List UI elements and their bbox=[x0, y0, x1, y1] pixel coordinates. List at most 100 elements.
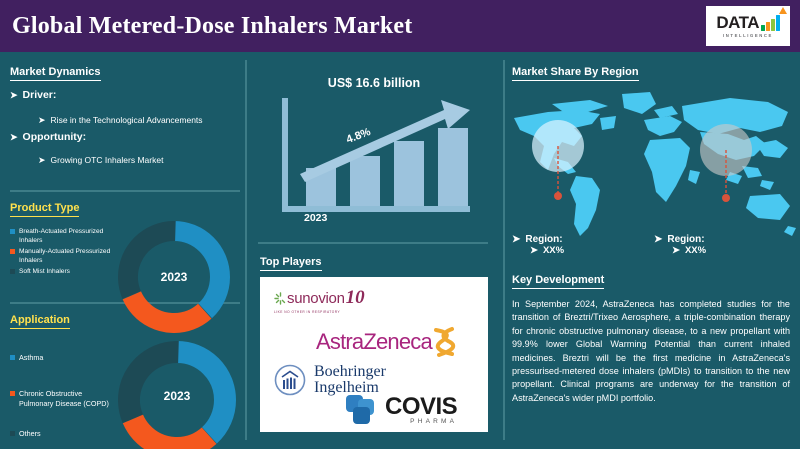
product-type-donut bbox=[118, 221, 230, 333]
logo-spark-icon bbox=[779, 7, 787, 14]
legend-swatch-icon bbox=[10, 391, 15, 396]
logo-boehringer-ingelheim: Boehringer Ingelheim bbox=[274, 364, 386, 396]
legend-label: Others bbox=[19, 429, 41, 438]
market-share-region-heading: Market Share By Region bbox=[512, 66, 639, 81]
product-type-section: Product Type Breath-Actuated Pressurized… bbox=[10, 198, 240, 333]
region-1-value: XX% bbox=[542, 245, 565, 256]
top-players-section: Top Players bbox=[260, 252, 490, 432]
legend-label: Chronic Obstructive Pulmonary Disease (C… bbox=[19, 389, 109, 408]
application-donut bbox=[118, 341, 236, 449]
driver-label-row: ➤ Driver: bbox=[10, 89, 238, 101]
region-tag-2: ➤ Region: ➤ XX% bbox=[654, 234, 796, 256]
key-development-heading: Key Development bbox=[512, 274, 605, 289]
region-pin-1 bbox=[554, 146, 562, 200]
legend-item: Chronic Obstructive Pulmonary Disease (C… bbox=[10, 389, 118, 409]
sunovion-badge: 10 bbox=[345, 287, 365, 308]
brand-logo: DATA INTELLIGENCE bbox=[706, 6, 790, 46]
legend-swatch-icon bbox=[10, 269, 15, 274]
application-center-label: 2023 bbox=[163, 389, 191, 403]
driver-value: Rise in the Technological Advancements bbox=[50, 115, 203, 125]
column-divider-left bbox=[245, 60, 247, 440]
logo-bars-icon bbox=[761, 15, 780, 31]
opportunity-label: Opportunity: bbox=[22, 131, 87, 143]
opportunity-value-row: ➤ Growing OTC Inhalers Market bbox=[10, 155, 238, 165]
page-title: Global Metered-Dose Inhalers Market bbox=[12, 12, 413, 39]
legend-swatch-icon bbox=[10, 249, 15, 254]
driver-label: Driver: bbox=[22, 89, 57, 101]
region-pin-2 bbox=[722, 150, 730, 202]
legend-swatch-icon bbox=[10, 229, 15, 234]
legend-item: Breath-Actuated Pressurized Inhalers bbox=[10, 227, 118, 245]
application-legend: Asthma Chronic Obstructive Pulmonary Dis… bbox=[10, 341, 118, 441]
product-type-heading: Product Type bbox=[10, 202, 80, 217]
logo-sunovion: sunovion 10 LIKE NO OTHER IN RESPIRATORY bbox=[274, 287, 365, 314]
top-players-heading: Top Players bbox=[260, 256, 322, 271]
top-players-card: sunovion 10 LIKE NO OTHER IN RESPIRATORY… bbox=[260, 277, 488, 432]
application-section: Application Asthma Chronic Obstructive P… bbox=[10, 310, 240, 449]
growth-bar-chart bbox=[282, 98, 470, 212]
chevron-right-icon: ➤ bbox=[530, 245, 538, 256]
driver-value-row: ➤ Rise in the Technological Advancements bbox=[10, 115, 238, 125]
key-development-body: In September 2024, AstraZeneca has compl… bbox=[512, 299, 790, 403]
chevron-right-icon: ➤ bbox=[38, 115, 46, 125]
boehringer-emblem-icon bbox=[274, 364, 306, 396]
region-1-label: Region: bbox=[525, 234, 563, 245]
header-bar: Global Metered-Dose Inhalers Market DATA… bbox=[0, 0, 800, 52]
logo-subtitle: INTELLIGENCE bbox=[723, 33, 773, 38]
boehringer-line-2: Ingelheim bbox=[314, 379, 379, 396]
opportunity-label-row: ➤ Opportunity: bbox=[10, 131, 238, 143]
product-type-legend: Breath-Actuated Pressurized Inhalers Man… bbox=[10, 227, 118, 278]
legend-item: Asthma bbox=[10, 353, 118, 363]
divider-top-players bbox=[258, 242, 488, 244]
kpi-value: US$ 16.6 billion bbox=[327, 76, 421, 90]
region-2-label: Region: bbox=[667, 234, 705, 245]
chevron-right-icon: ➤ bbox=[654, 234, 663, 245]
column-divider-right bbox=[503, 60, 505, 440]
base-year-label: 2023 bbox=[304, 212, 328, 224]
astrazeneca-wordmark: AstraZeneca bbox=[316, 329, 433, 354]
logo-astrazeneca: AstraZeneca bbox=[316, 325, 460, 359]
chevron-right-icon: ➤ bbox=[512, 234, 521, 245]
covis-squares-icon bbox=[346, 395, 374, 424]
sunovion-wordmark: sunovion bbox=[287, 289, 345, 307]
bar-4 bbox=[438, 128, 468, 206]
market-dynamics-section: Market Dynamics ➤ Driver: ➤ Rise in the … bbox=[10, 62, 238, 165]
boehringer-line-1: Boehringer bbox=[314, 363, 386, 380]
left-column: Market Dynamics ➤ Driver: ➤ Rise in the … bbox=[0, 52, 248, 449]
region-tags: ➤ Region: ➤ XX% ➤ Region: ➤ XX% bbox=[512, 234, 796, 256]
boehringer-wordmark: Boehringer Ingelheim bbox=[314, 364, 386, 396]
astrazeneca-helix-icon bbox=[433, 327, 456, 357]
product-type-center-label: 2023 bbox=[160, 270, 188, 284]
region-heading-wrap: Market Share By Region bbox=[512, 62, 639, 81]
chevron-right-icon: ➤ bbox=[672, 245, 680, 256]
legend-label: Breath-Actuated Pressurized Inhalers bbox=[19, 228, 104, 244]
legend-label: Asthma bbox=[19, 353, 44, 362]
opportunity-value: Growing OTC Inhalers Market bbox=[50, 155, 164, 165]
sunovion-tagline: LIKE NO OTHER IN RESPIRATORY bbox=[274, 310, 341, 314]
growth-arrow-icon bbox=[300, 100, 470, 182]
chevron-right-icon: ➤ bbox=[10, 132, 18, 142]
covis-subtitle: PHARMA bbox=[410, 418, 458, 425]
logo-wordmark: DATA bbox=[716, 13, 760, 32]
product-type-chart: Breath-Actuated Pressurized Inhalers Man… bbox=[10, 221, 240, 333]
legend-item: Others bbox=[10, 429, 118, 439]
sunovion-burst-icon bbox=[274, 291, 286, 305]
chevron-right-icon: ➤ bbox=[38, 155, 46, 165]
bar-2 bbox=[350, 156, 380, 206]
right-column: Market Share By Region bbox=[500, 52, 800, 449]
legend-swatch-icon bbox=[10, 355, 15, 360]
legend-item: Soft Mist Inhalers bbox=[10, 267, 118, 276]
application-chart: Asthma Chronic Obstructive Pulmonary Dis… bbox=[10, 341, 240, 449]
legend-label: Soft Mist Inhalers bbox=[19, 268, 70, 275]
market-dynamics-heading: Market Dynamics bbox=[10, 66, 101, 81]
legend-swatch-icon bbox=[10, 431, 15, 436]
region-2-value: XX% bbox=[684, 245, 707, 256]
application-heading: Application bbox=[10, 314, 70, 329]
world-map bbox=[504, 84, 798, 244]
key-development-heading-wrap: Key Development bbox=[512, 270, 605, 289]
legend-label: Manually-Actuated Pressurized Inhalers bbox=[19, 248, 111, 264]
logo-covis: COVIS PHARMA bbox=[346, 395, 458, 425]
chevron-right-icon: ➤ bbox=[10, 90, 18, 100]
world-map-svg bbox=[514, 92, 796, 236]
